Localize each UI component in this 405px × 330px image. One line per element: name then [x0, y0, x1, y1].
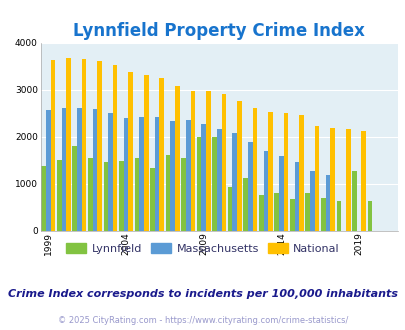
Bar: [320, 198, 325, 231]
Bar: [309, 171, 314, 231]
Text: Crime Index corresponds to incidents per 100,000 inhabitants: Crime Index corresponds to incidents per…: [8, 289, 397, 299]
Bar: [159, 78, 164, 231]
Bar: [185, 120, 190, 231]
Bar: [154, 117, 159, 231]
Bar: [305, 193, 309, 231]
Bar: [330, 128, 334, 231]
Bar: [119, 161, 124, 231]
Bar: [227, 187, 232, 231]
Bar: [88, 158, 92, 231]
Bar: [128, 72, 133, 231]
Bar: [134, 158, 139, 231]
Bar: [336, 201, 340, 231]
Bar: [103, 162, 108, 231]
Bar: [314, 126, 319, 231]
Bar: [108, 114, 113, 231]
Bar: [66, 58, 71, 231]
Bar: [72, 146, 77, 231]
Bar: [274, 193, 278, 231]
Bar: [124, 118, 128, 231]
Bar: [205, 91, 210, 231]
Bar: [113, 65, 117, 231]
Bar: [263, 150, 268, 231]
Bar: [325, 175, 330, 231]
Bar: [237, 101, 241, 231]
Bar: [221, 94, 226, 231]
Title: Lynnfield Property Crime Index: Lynnfield Property Crime Index: [73, 22, 364, 40]
Bar: [46, 110, 51, 231]
Bar: [196, 137, 201, 231]
Bar: [139, 117, 143, 231]
Bar: [77, 108, 81, 231]
Bar: [345, 129, 350, 231]
Bar: [150, 168, 154, 231]
Bar: [212, 137, 216, 231]
Bar: [258, 195, 263, 231]
Bar: [283, 114, 288, 231]
Legend: Lynnfield, Massachusetts, National: Lynnfield, Massachusetts, National: [62, 239, 343, 258]
Bar: [41, 166, 46, 231]
Bar: [81, 59, 86, 231]
Bar: [289, 199, 294, 231]
Bar: [175, 86, 179, 231]
Bar: [165, 155, 170, 231]
Bar: [51, 60, 55, 231]
Text: © 2025 CityRating.com - https://www.cityrating.com/crime-statistics/: © 2025 CityRating.com - https://www.city…: [58, 315, 347, 325]
Bar: [57, 159, 62, 231]
Bar: [201, 124, 205, 231]
Bar: [360, 131, 365, 231]
Bar: [294, 162, 298, 231]
Bar: [216, 129, 221, 231]
Bar: [143, 75, 148, 231]
Bar: [351, 171, 356, 231]
Bar: [92, 109, 97, 231]
Bar: [278, 156, 283, 231]
Bar: [232, 133, 237, 231]
Bar: [298, 115, 303, 231]
Bar: [62, 108, 66, 231]
Bar: [247, 142, 252, 231]
Bar: [170, 121, 175, 231]
Bar: [181, 158, 185, 231]
Bar: [268, 112, 272, 231]
Bar: [252, 108, 257, 231]
Bar: [367, 201, 371, 231]
Bar: [243, 178, 247, 231]
Bar: [97, 61, 102, 231]
Bar: [190, 91, 195, 231]
